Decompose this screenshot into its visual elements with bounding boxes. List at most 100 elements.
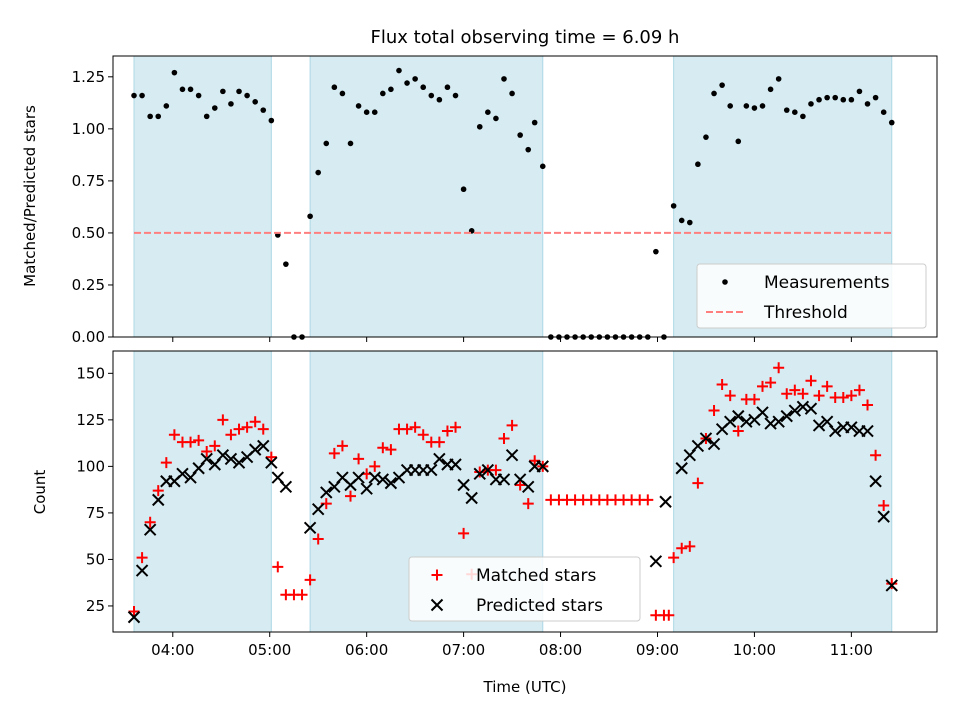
top-measurements-point <box>236 88 242 95</box>
legend-predicted-stars-marker <box>430 598 444 612</box>
bottom-matched-star-point <box>506 419 518 431</box>
bottom-predicted-star-point <box>320 486 333 499</box>
bottom-panel: 04:00 05:00 06:00 07:00 08:00 09:00 10:00 11:00… <box>76 350 938 659</box>
top-measurements-point <box>444 84 451 91</box>
bottom-matched-star-point <box>265 451 277 463</box>
bottom-predicted-star-point <box>780 409 793 423</box>
top-measurements-point <box>260 107 267 113</box>
bottom-predicted-star-point <box>707 437 721 451</box>
bottom-matched-star-point <box>257 423 269 435</box>
x-tick-label: 10:00 <box>733 641 776 659</box>
bottom-predicted-star-point <box>869 475 882 488</box>
top-measurements-point <box>856 88 863 95</box>
top-measurements-point <box>653 248 659 255</box>
bottom-matched-star-point <box>676 542 688 554</box>
bottom-predicted-star-point <box>804 402 818 415</box>
bottom-predicted-star-point <box>772 415 785 428</box>
bottom-predicted-star-point <box>756 406 769 419</box>
bottom-matched-star-point <box>805 375 817 387</box>
bottom-predicted-star-point <box>200 452 213 466</box>
bottom-predicted-star-point <box>232 456 246 469</box>
legend-matched-stars-marker <box>431 569 443 581</box>
bottom-predicted-star-point <box>675 462 688 475</box>
top-measurements-point <box>404 80 410 86</box>
x-tick-label: 06:00 <box>345 641 388 659</box>
bottom-matched-star-point <box>217 414 229 426</box>
bottom-predicted-star-point <box>497 473 511 486</box>
bottom-predicted-star-point <box>279 480 293 494</box>
top-measurements-point <box>759 103 766 109</box>
top-measurements-point <box>727 103 733 109</box>
bottom-matched-star-point <box>668 552 680 564</box>
bottom-matched-star-point <box>797 388 809 400</box>
top-measurements-point <box>195 92 202 99</box>
bottom-predicted-star-point <box>216 449 230 462</box>
bottom-matched-star-point <box>296 589 308 601</box>
top-measurements-point <box>775 76 782 82</box>
top-measurements-point <box>139 92 145 99</box>
bottom-predicted-star-point <box>536 460 549 473</box>
top-measurements-point <box>220 88 226 95</box>
legend-matched-stars-label: Matched stars <box>476 566 596 586</box>
bottom-matched-star-point <box>522 498 534 510</box>
bottom-matched-star-point <box>845 390 857 402</box>
top-measurements-point <box>493 115 499 122</box>
bottom-matched-star-point <box>136 552 148 564</box>
bottom-matched-star-point <box>272 561 284 573</box>
top-measurements-point <box>476 123 483 130</box>
bottom-matched-star-point <box>193 434 205 446</box>
top-measurements-point <box>428 92 435 99</box>
top-measurements-point <box>840 96 847 103</box>
bottom-predicted-star-point <box>257 439 270 453</box>
chart-title: Flux total observing time = 6.09 h <box>371 27 680 48</box>
legend-measurements-label: Measurements <box>764 273 890 293</box>
bottom-matched-star-point <box>870 449 882 461</box>
bottom-matched-star-point <box>498 432 510 444</box>
top-measurements-point <box>880 109 887 115</box>
bottom-y-tick-label: 150 <box>76 364 105 382</box>
bottom-y-tick-label: 100 <box>76 457 105 475</box>
top-measurements-point <box>517 132 523 138</box>
top-legend-box <box>696 263 927 329</box>
bottom-matched-star-point <box>757 380 769 392</box>
top-measurements-point <box>171 69 178 76</box>
bottom-predicted-star-point <box>861 424 874 438</box>
top-y-tick-label: 1.25 <box>72 68 105 86</box>
bottom-predicted-star-point <box>699 432 713 445</box>
top-measurements-point <box>412 76 418 82</box>
bottom-predicted-star-point <box>732 409 745 423</box>
top-measurements-point <box>751 105 758 111</box>
bottom-predicted-star-point <box>248 443 262 456</box>
top-measurements-point <box>179 86 186 93</box>
top-measurements-point <box>678 217 685 224</box>
top-y-axis-label: Matched/Predicted stars <box>21 105 39 287</box>
top-measurements-point <box>872 94 879 101</box>
bottom-matched-star-point <box>201 445 213 457</box>
top-measurements-point <box>485 109 491 115</box>
bottom-predicted-star-point <box>473 467 486 481</box>
bottom-matched-star-point <box>401 423 413 435</box>
top-measurements-point <box>163 103 170 109</box>
top-observing-interval-1 <box>133 55 272 338</box>
top-measurements-point <box>347 140 354 147</box>
top-measurements-point <box>687 219 693 226</box>
bottom-predicted-star-point <box>303 521 317 534</box>
bottom-matched-star-point <box>441 425 453 437</box>
bottom-matched-star-point <box>249 416 261 428</box>
top-measurements-point <box>203 113 210 120</box>
bottom-axes-frame <box>112 350 938 633</box>
x-tick-label: 07:00 <box>442 641 485 659</box>
bottom-y-tick-label: 75 <box>86 504 105 522</box>
top-measurements-point <box>531 119 538 126</box>
top-measurements-point <box>848 96 855 103</box>
bottom-legend: Matched stars Predicted stars <box>408 556 641 622</box>
bottom-matched-star-point <box>144 516 156 528</box>
bottom-matched-star-point <box>345 490 357 502</box>
top-measurements-point <box>315 169 321 176</box>
top-y-tick-label: 0.00 <box>72 328 105 346</box>
bottom-matched-star-point <box>837 392 849 404</box>
top-measurements-point <box>735 138 742 145</box>
bottom-y-tick-label: 125 <box>76 411 105 429</box>
bottom-matched-star-point <box>853 384 865 396</box>
